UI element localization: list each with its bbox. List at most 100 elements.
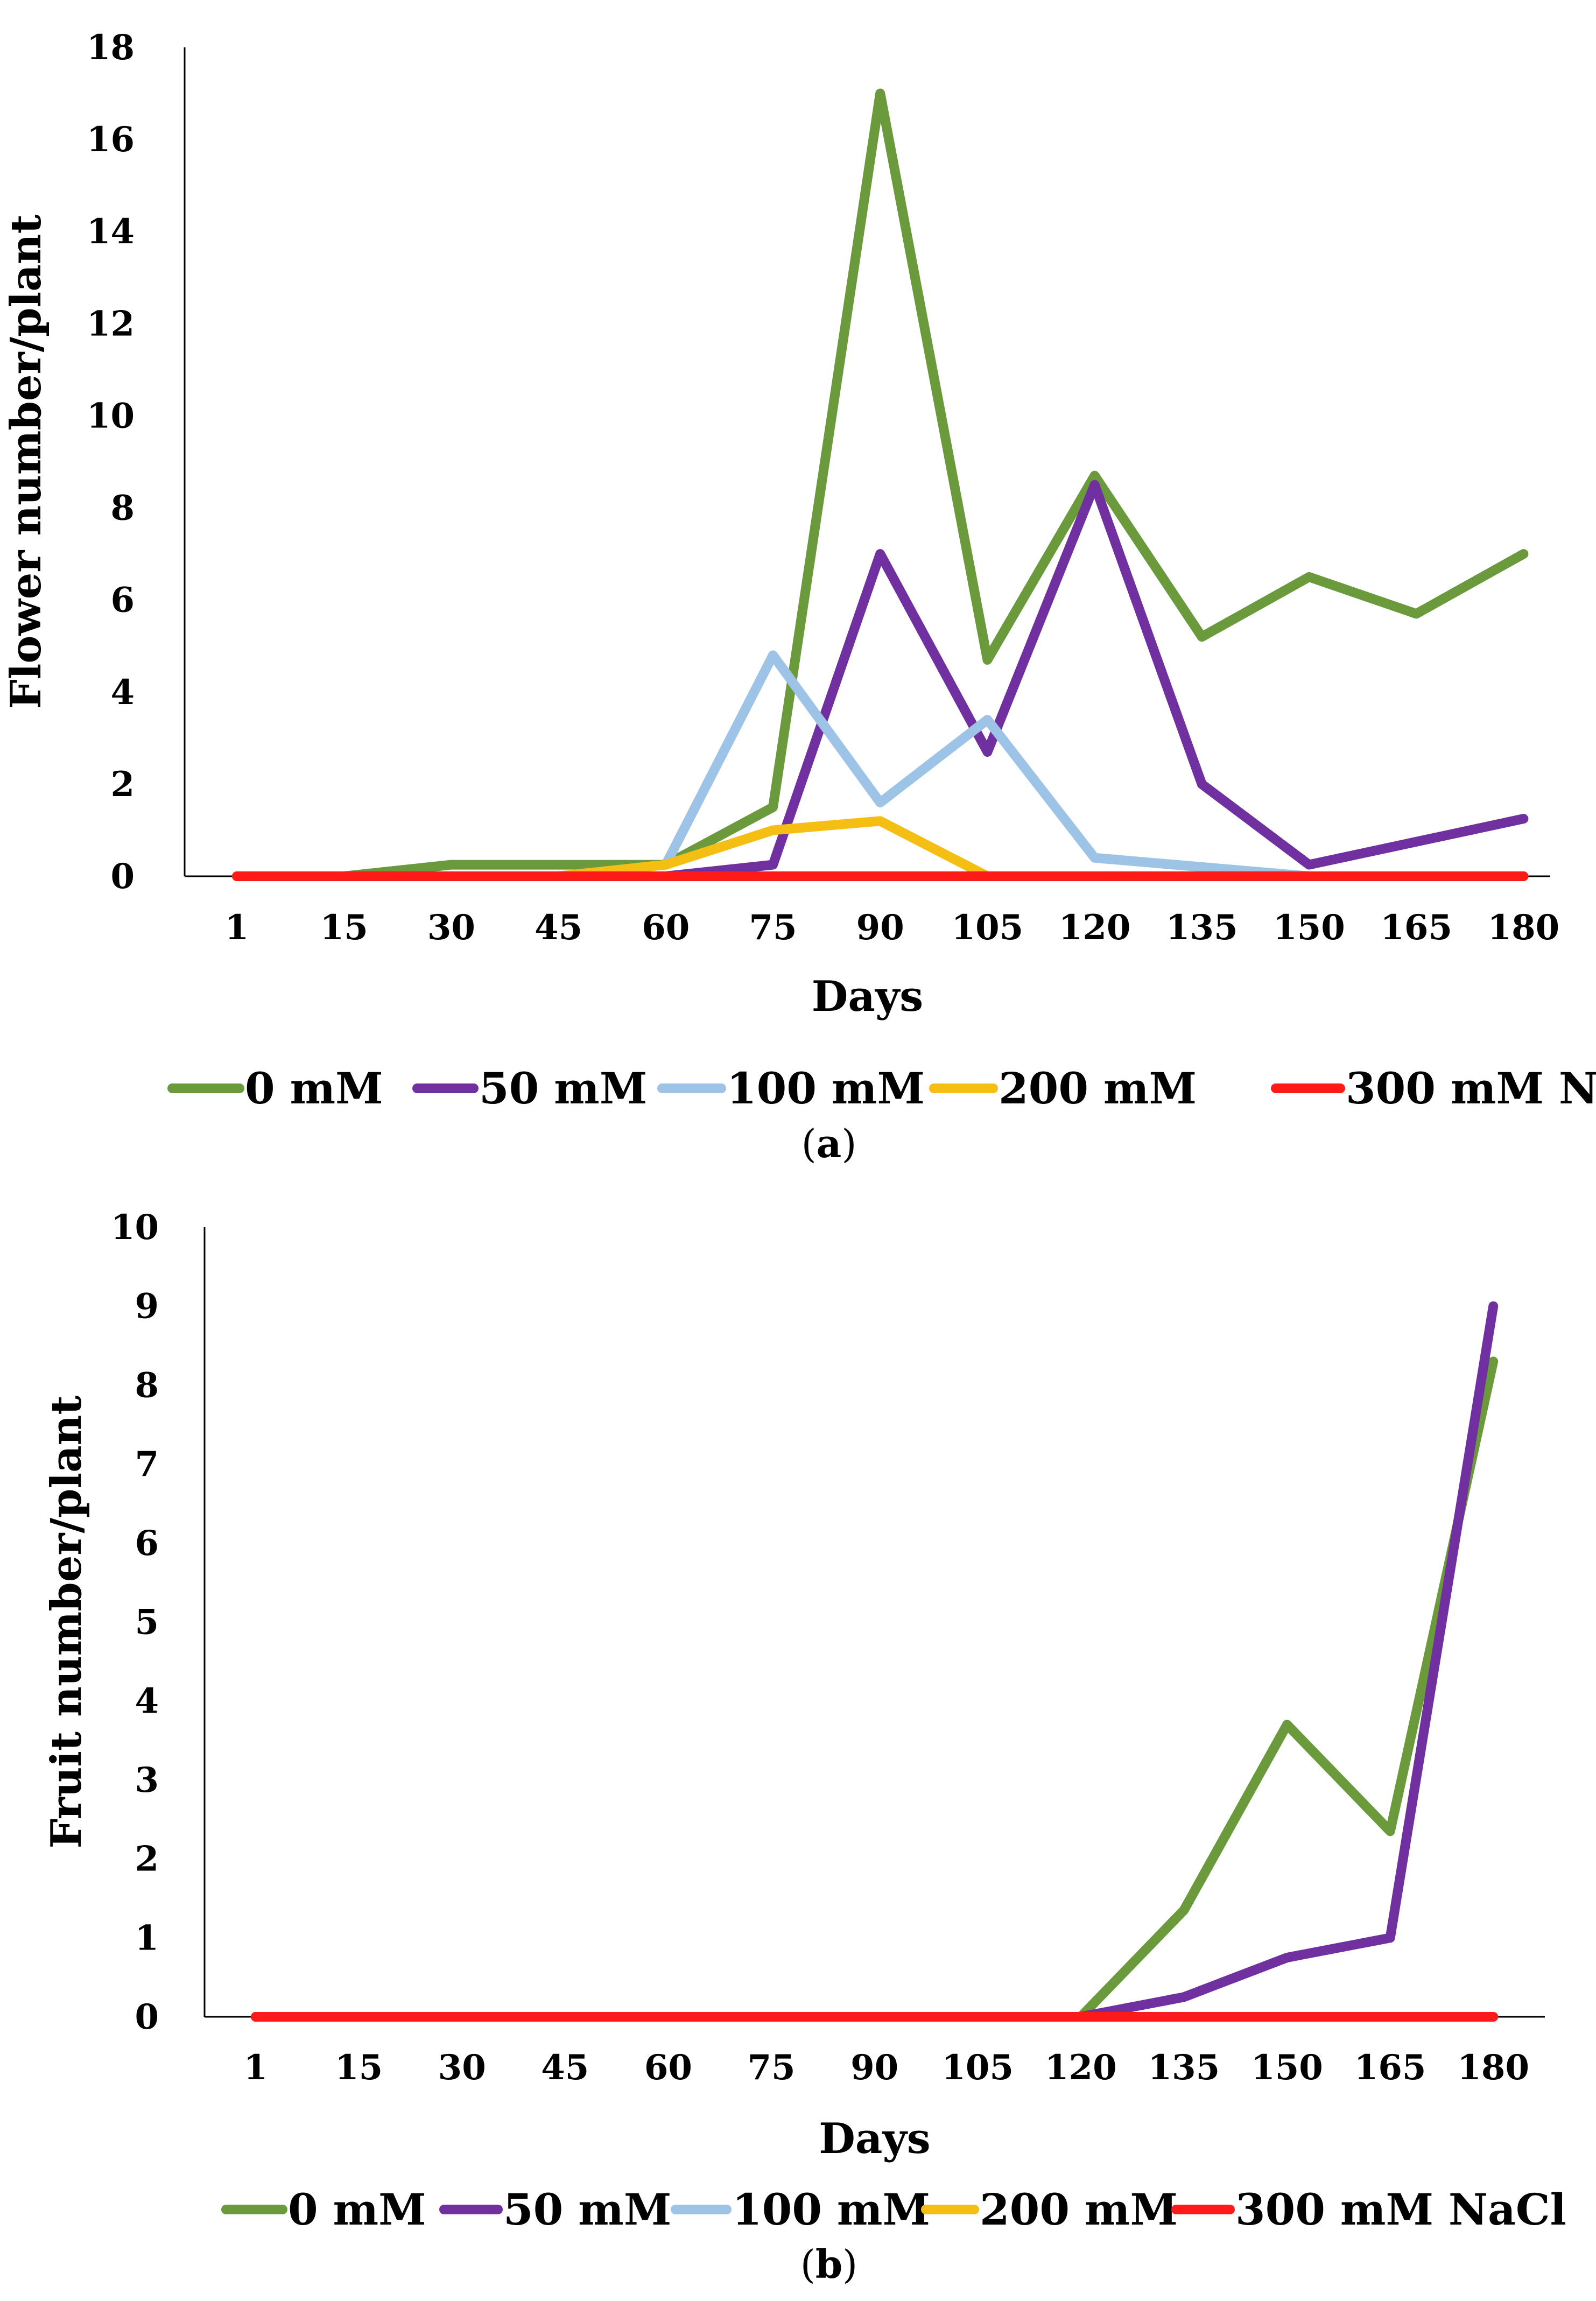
panel-a-data-point [451,876,452,877]
panel-b-y-tick-label: 8 [135,1365,159,1405]
panel-b-x-tick-label: 135 [1148,2047,1220,2088]
panel-b-x-axis-title: Days [819,2114,930,2163]
panel-a-x-tick-label: 105 [952,907,1024,948]
panel-b-x-tick-label: 1 [244,2047,268,2088]
panel-a-series-line-100-mm [232,650,1529,881]
panel-a-x-tick-label: 15 [320,907,368,948]
panel-a-legend-label: 200 mM [999,1063,1197,1114]
panel-a-caption-letter: a [817,1121,842,1166]
panel-b-legend-label: 0 mM [288,2184,426,2235]
panel-b-x-tick-label: 105 [941,2047,1014,2088]
panel-a-plot-area: 0 2 4 6 8 10 12 14 16 18 1 15 30 45 60 75 90 105 120 135 150… [87,27,1559,948]
panel-a-y-tick-label: 4 [110,672,135,713]
panel-b-y-tick-label: 7 [135,1444,159,1484]
panel-a-x-tick-label: 45 [535,907,582,948]
panel-b-legend-label: 300 mM NaCl [1235,2184,1566,2235]
panel-b-x-tick-label: 165 [1354,2047,1426,2088]
panel-a-data-point [1416,841,1417,842]
panel-a-y-tick-label: 0 [110,856,135,897]
panel-a-legend-label: 0 mM [245,1063,383,1114]
panel-b-y-tick-label: 1 [135,1918,159,1958]
panel-a-y-tick-label: 2 [110,764,135,805]
panel-b-x-tick-label: 15 [335,2047,383,2088]
panel-a-x-tick-label: 180 [1488,907,1560,948]
panel-b-x-tick-label: 60 [644,2047,692,2088]
panel-a-x-tick-label: 150 [1273,907,1345,948]
panel-b-x-tick-label: 180 [1457,2047,1529,2088]
panel-b-y-tick-label: 0 [135,1997,159,2037]
panel-a-y-tick-label: 10 [87,396,135,436]
panel-b-x-tick-label: 45 [541,2047,589,2088]
panel-a-y-tick-label: 6 [110,580,135,621]
panel-a-data-point [1094,857,1095,859]
panel-a-data-point [1201,876,1203,877]
panel-a-data-point [1309,876,1310,877]
panel-a-y-axis-title: Flower number/plant [2,214,51,709]
panel-b-legend: 0 mM 50 mM 100 mM 200 mM 300 mM NaCl [221,2184,1566,2235]
panel-b-x-tick-label: 30 [438,2047,486,2088]
panel-a-data-point [1094,475,1095,476]
panel-a-data-point [665,876,666,877]
panel-a-data-point [558,876,559,877]
panel-a-y-tick-label: 14 [87,212,135,252]
panel-b-y-tick-label: 4 [135,1681,159,1721]
panel-b-x-tick-label: 75 [747,2047,795,2088]
panel-b-y-tick-label: 10 [111,1207,159,1248]
panel-b-x-tick-label: 120 [1045,2047,1117,2088]
panel-b-data-point [1286,1957,1288,1958]
panel-b-legend-label: 200 mM [980,2184,1178,2235]
panel-b-series-line-50-mm [251,1301,1499,2022]
panel-a-x-tick-label: 60 [642,907,690,948]
panel-a-data-point [1094,484,1095,485]
panel-a-caption: (a) [801,1121,857,1166]
panel-a-data-point [772,829,774,831]
panel-a-y-tick-label: 8 [110,488,135,529]
panel-a-data-point [665,864,666,865]
panel-b-x-tick-label: 150 [1251,2047,1323,2088]
panel-a-data-point [558,864,559,865]
panel-b-legend-label: 50 mM [503,2184,671,2235]
panel-a-legend: 0 mM 50 mM 100 mM 200 mM 300 mM NaCl [167,1063,1596,1114]
panel-a-data-point [880,93,881,94]
panel-b-legend-label: 100 mM [732,2184,930,2235]
panel-a-data-point [1309,864,1310,865]
panel-b-x-tick-label: 90 [850,2047,898,2088]
panel-a-x-tick-label: 135 [1166,907,1238,948]
panel-a-data-point [1309,576,1310,578]
panel-a-flower-chart: 0 2 4 6 8 10 12 14 16 18 1 15 30 45 60 75 90 105 120 135 150… [2,27,1596,1166]
panel-a-x-tick-label: 120 [1059,907,1131,948]
panel-a-x-tick-label: 75 [749,907,797,948]
panel-a-data-point [987,659,988,660]
panel-b-series-line-0-mm [251,1356,1499,2022]
panel-a-data-point [1094,876,1095,877]
panel-a-data-point [1416,876,1417,877]
panel-b-y-tick-label: 2 [135,1839,159,1880]
panel-b-y-axis-title: Fruit number/plant [42,1396,91,1849]
panel-a-x-tick-label: 165 [1380,907,1452,948]
panel-a-legend-label: 100 mM [727,1063,925,1114]
panel-a-y-tick-label: 12 [87,304,135,344]
panel-a-data-point [987,876,988,877]
panel-a-data-point [772,876,774,877]
panel-b-y-tick-label: 3 [135,1760,159,1800]
panel-a-x-tick-label: 1 [225,907,249,948]
panel-b-y-tick-label: 6 [135,1523,159,1564]
panel-a-x-axis-title: Days [812,972,923,1021]
panel-a-legend-label: 300 mM NaCl [1346,1063,1596,1114]
panel-b-data-point [1493,1361,1494,1362]
panel-a-y-tick-label: 16 [87,119,135,160]
panel-a-series-line-0-mm [232,88,1529,881]
panel-b-caption-letter: b [815,2241,842,2287]
panel-a-data-point [772,864,774,865]
panel-a-y-tick-label: 18 [87,27,135,68]
panel-b-y-tick-label: 9 [135,1286,159,1327]
panel-a-data-point [451,864,452,865]
panel-b-caption: (b) [800,2241,858,2287]
panel-a-x-tick-label: 90 [856,907,904,948]
panel-a-x-tick-label: 30 [427,907,475,948]
panel-a-data-point [880,876,881,877]
panel-a-data-point [772,655,774,656]
